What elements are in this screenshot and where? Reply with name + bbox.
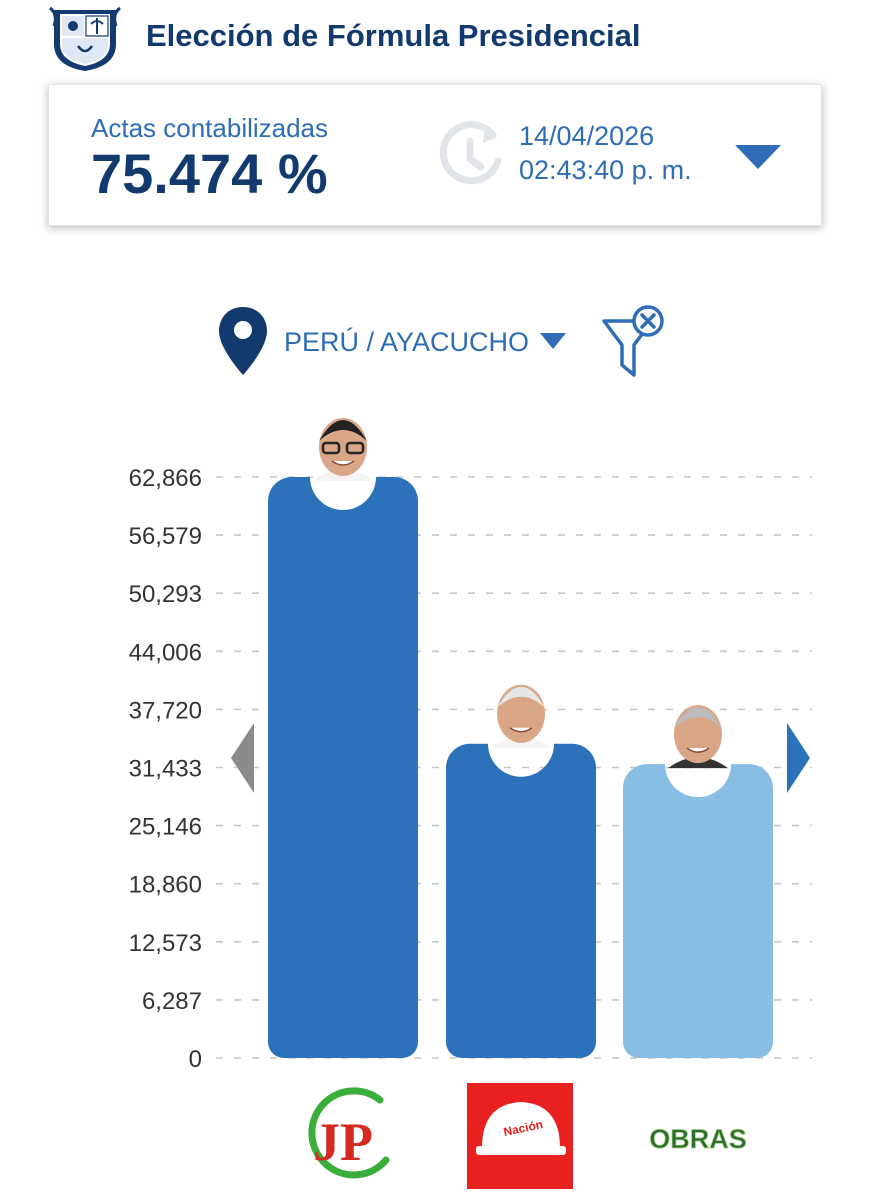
clock-history-icon xyxy=(439,121,502,185)
bar-2[interactable] xyxy=(446,743,596,1058)
location-pin-icon xyxy=(219,307,267,375)
party-logos: JP Nación OBRAS xyxy=(308,1083,747,1189)
y-tick-label: 18,860 xyxy=(129,872,202,899)
party-logo-obras-text: OBRAS xyxy=(649,1124,747,1154)
next-arrow-icon[interactable] xyxy=(787,723,810,793)
y-tick-label: 12,573 xyxy=(129,930,202,957)
y-tick-label: 0 xyxy=(189,1046,202,1073)
y-tick-label: 31,433 xyxy=(129,756,202,783)
y-tick-label: 25,146 xyxy=(129,814,202,841)
location-selector: PERÚ / AYACUCHO xyxy=(216,305,676,380)
candidate-avatar-1 xyxy=(313,418,373,481)
chevron-down-icon[interactable] xyxy=(733,141,783,171)
party-logo-jp[interactable]: JP xyxy=(308,1087,390,1179)
candidate-avatar-3 xyxy=(668,705,728,769)
y-tick-label: 50,293 xyxy=(129,581,202,608)
clear-filter-icon[interactable] xyxy=(600,305,670,379)
chevron-down-icon[interactable] xyxy=(538,331,568,351)
party-logo-jp-text: JP xyxy=(313,1112,373,1172)
bars xyxy=(268,477,773,1058)
y-tick-label: 44,006 xyxy=(129,639,202,666)
bar-1[interactable] xyxy=(268,477,418,1058)
update-date: 14/04/2026 xyxy=(519,121,655,151)
y-tick-label: 37,720 xyxy=(129,697,202,724)
prev-arrow-icon[interactable] xyxy=(231,723,254,793)
actas-label: Actas contabilizadas xyxy=(91,113,329,143)
bar-chart: 0 6,287 12,573 18,860 25,146 31,433 37,720 44,0… xyxy=(129,418,812,1073)
party-logo-obras[interactable]: OBRAS xyxy=(649,1124,747,1155)
page-header: Elección de Fórmula Presidencial xyxy=(0,0,871,80)
y-tick-label: 62,866 xyxy=(129,465,202,492)
y-tick-label: 56,579 xyxy=(129,523,202,550)
candidate-avatars xyxy=(313,418,728,769)
party-logo-nacion[interactable]: Nación xyxy=(467,1083,573,1189)
y-tick-label: 6,287 xyxy=(142,988,202,1015)
page-title: Elección de Fórmula Presidencial xyxy=(146,18,641,53)
location-label[interactable]: PERÚ / AYACUCHO xyxy=(284,327,530,357)
national-crest-icon xyxy=(49,6,121,71)
update-time: 02:43:40 p. m. xyxy=(519,155,692,185)
candidate-avatar-2 xyxy=(491,684,551,748)
y-axis-ticks: 0 6,287 12,573 18,860 25,146 31,433 37,720 44,0… xyxy=(129,465,202,1073)
actas-percentage: 75.474 % xyxy=(91,142,328,205)
summary-card: Actas contabilizadas 75.474 % 14/04/2026… xyxy=(48,84,822,226)
bar-3[interactable] xyxy=(623,764,773,1058)
